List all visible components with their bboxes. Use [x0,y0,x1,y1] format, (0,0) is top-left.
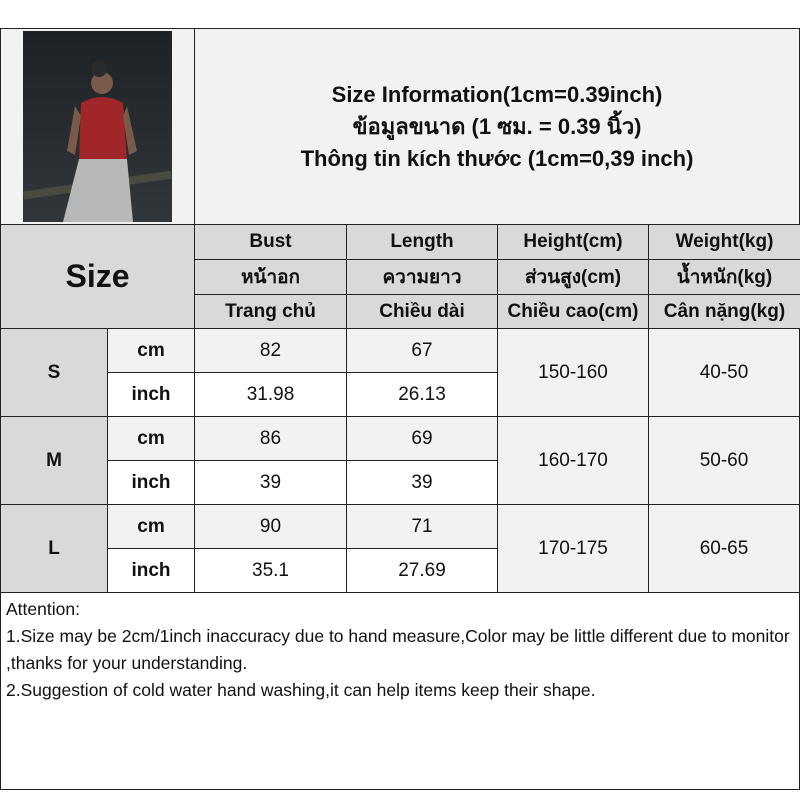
bust-cm: 82 [194,328,347,373]
column-header-th: น้ำหนัก(kg) [648,259,800,295]
size-label: M [0,416,108,505]
column-header-th: ส่วนสูง(cm) [497,259,649,295]
column-header-en: Height(cm) [497,224,649,260]
column-header-vi: Chiều dài [346,294,498,330]
height-range: 160-170 [497,416,649,505]
column-header-en: Bust [194,224,347,260]
length-inch: 39 [346,460,498,505]
size-label: S [0,328,108,417]
column-header-en: Length [346,224,498,260]
length-inch: 26.13 [346,372,498,417]
bust-inch: 35.1 [194,548,347,593]
note-line-1: 1.Size may be 2cm/1inch inaccuracy due t… [6,626,790,673]
attention-notes: Attention: 1.Size may be 2cm/1inch inacc… [0,592,800,790]
title-thai: ข้อมูลขนาด (1 ซม. = 0.39 นิ้ว) [352,113,642,139]
column-header-vi: Trang chủ [194,294,347,330]
unit-inch-label: inch [107,548,195,593]
column-header-en: Weight(kg) [648,224,800,260]
weight-range: 60-65 [648,504,800,593]
column-header-vi: Cân nặng(kg) [648,294,800,330]
height-range: 170-175 [497,504,649,593]
product-photo [23,31,172,222]
bust-inch: 39 [194,460,347,505]
notes-heading: Attention: [6,599,80,619]
bust-cm: 90 [194,504,347,549]
column-header-th: ความยาว [346,259,498,295]
unit-inch-label: inch [107,460,195,505]
note-line-2: 2.Suggestion of cold water hand washing,… [6,680,596,700]
height-range: 150-160 [497,328,649,417]
unit-cm-label: cm [107,504,195,549]
weight-range: 50-60 [648,416,800,505]
size-info-title: Size Information(1cm=0.39inch) ข้อมูลขนา… [194,28,800,225]
title-english: Size Information(1cm=0.39inch) [331,81,663,107]
bust-cm: 86 [194,416,347,461]
title-vietnamese: Thông tin kích thước (1cm=0,39 inch) [300,145,694,171]
column-header-vi: Chiều cao(cm) [497,294,649,330]
length-cm: 69 [346,416,498,461]
column-header-th: หน้าอก [194,259,347,295]
length-inch: 27.69 [346,548,498,593]
weight-range: 40-50 [648,328,800,417]
size-label: L [0,504,108,593]
size-header: Size [0,224,195,329]
bust-inch: 31.98 [194,372,347,417]
unit-cm-label: cm [107,416,195,461]
unit-cm-label: cm [107,328,195,373]
length-cm: 67 [346,328,498,373]
length-cm: 71 [346,504,498,549]
unit-inch-label: inch [107,372,195,417]
